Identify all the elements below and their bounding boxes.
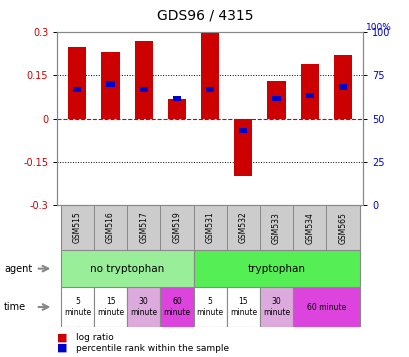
Bar xyxy=(73,87,81,92)
Bar xyxy=(94,287,127,327)
Bar xyxy=(68,46,86,119)
Bar xyxy=(305,93,313,98)
Bar xyxy=(333,55,351,119)
Bar xyxy=(292,205,326,250)
Text: 5
minute: 5 minute xyxy=(196,297,223,317)
Bar xyxy=(200,32,219,119)
Text: 30
minute: 30 minute xyxy=(262,297,290,317)
Text: ■: ■ xyxy=(57,332,68,342)
Text: 60
minute: 60 minute xyxy=(163,297,190,317)
Bar xyxy=(173,96,181,101)
Bar xyxy=(259,287,292,327)
Bar xyxy=(326,205,359,250)
Bar xyxy=(193,250,359,287)
Text: ■: ■ xyxy=(57,343,68,353)
Text: 15
minute: 15 minute xyxy=(229,297,256,317)
Text: GSM531: GSM531 xyxy=(205,212,214,243)
Bar xyxy=(226,205,259,250)
Text: GSM534: GSM534 xyxy=(304,212,313,243)
Bar xyxy=(338,84,346,90)
Text: agent: agent xyxy=(4,263,32,274)
Bar xyxy=(259,205,292,250)
Bar xyxy=(167,99,186,119)
Bar xyxy=(234,119,252,176)
Bar xyxy=(193,287,226,327)
Bar xyxy=(127,205,160,250)
Text: 60 minute: 60 minute xyxy=(306,302,345,312)
Bar xyxy=(160,205,193,250)
Bar xyxy=(160,287,193,327)
Bar xyxy=(101,52,119,119)
Text: GSM517: GSM517 xyxy=(139,212,148,243)
Text: GDS96 / 4315: GDS96 / 4315 xyxy=(156,9,253,23)
Bar xyxy=(61,205,94,250)
Text: GSM565: GSM565 xyxy=(337,212,346,243)
Bar xyxy=(226,287,259,327)
Text: GSM516: GSM516 xyxy=(106,212,115,243)
Bar xyxy=(193,205,226,250)
Text: percentile rank within the sample: percentile rank within the sample xyxy=(76,343,228,353)
Bar xyxy=(139,87,148,92)
Text: tryptophan: tryptophan xyxy=(247,263,305,274)
Bar xyxy=(106,81,115,87)
Text: 100%: 100% xyxy=(365,23,391,32)
Bar xyxy=(61,250,193,287)
Text: GSM532: GSM532 xyxy=(238,212,247,243)
Text: time: time xyxy=(4,302,26,312)
Bar xyxy=(134,41,153,119)
Text: 15
minute: 15 minute xyxy=(97,297,124,317)
Bar xyxy=(127,287,160,327)
Bar xyxy=(300,64,318,119)
Text: log ratio: log ratio xyxy=(76,333,113,342)
Bar xyxy=(238,128,247,133)
Bar xyxy=(292,287,359,327)
Bar xyxy=(272,96,280,101)
Text: 5
minute: 5 minute xyxy=(64,297,91,317)
Text: 30
minute: 30 minute xyxy=(130,297,157,317)
Text: no tryptophan: no tryptophan xyxy=(90,263,164,274)
Bar xyxy=(94,205,127,250)
Bar xyxy=(61,287,94,327)
Text: GSM533: GSM533 xyxy=(271,212,280,243)
Bar xyxy=(267,81,285,119)
Text: GSM515: GSM515 xyxy=(73,212,82,243)
Bar xyxy=(205,87,214,92)
Text: GSM519: GSM519 xyxy=(172,212,181,243)
